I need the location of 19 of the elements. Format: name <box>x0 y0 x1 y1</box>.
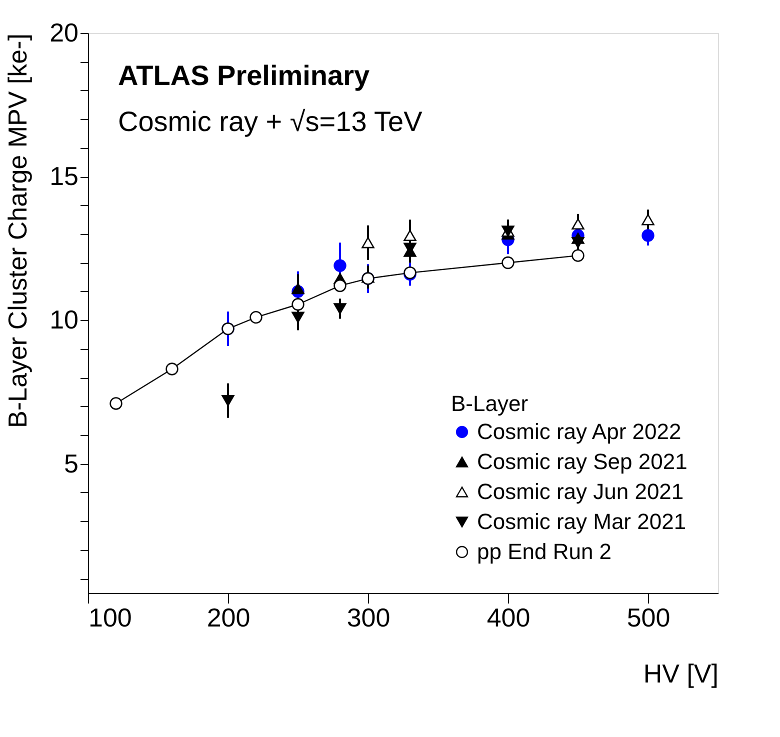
legend-label: Cosmic ray Sep 2021 <box>477 449 688 474</box>
x-tick-label: 200 <box>206 602 250 632</box>
x-tick-label: 500 <box>626 602 670 632</box>
legend-label: Cosmic ray Apr 2022 <box>477 419 682 444</box>
y-tick-label: 5 <box>64 448 78 478</box>
y-axis-title: B-Layer Cluster Charge MPV [ke-] <box>2 34 33 428</box>
legend-label: Cosmic ray Mar 2021 <box>477 509 686 534</box>
annotation: ATLAS Preliminary <box>118 60 370 91</box>
x-axis-title: HV [V] <box>643 658 718 688</box>
y-tick-label: 20 <box>50 18 78 48</box>
legend-title: B-Layer <box>451 391 528 416</box>
x-tick-label: 300 <box>346 602 390 632</box>
x-tick-label: 100 <box>88 602 132 632</box>
y-tick-label: 15 <box>50 161 78 192</box>
annotation: Cosmic ray + √s=13 TeV <box>118 106 423 137</box>
x-tick-label: 400 <box>486 602 530 632</box>
legend-label: Cosmic ray Jun 2021 <box>477 479 684 504</box>
legend-label: pp End Run 2 <box>477 539 612 564</box>
y-tick-label: 10 <box>50 304 78 335</box>
